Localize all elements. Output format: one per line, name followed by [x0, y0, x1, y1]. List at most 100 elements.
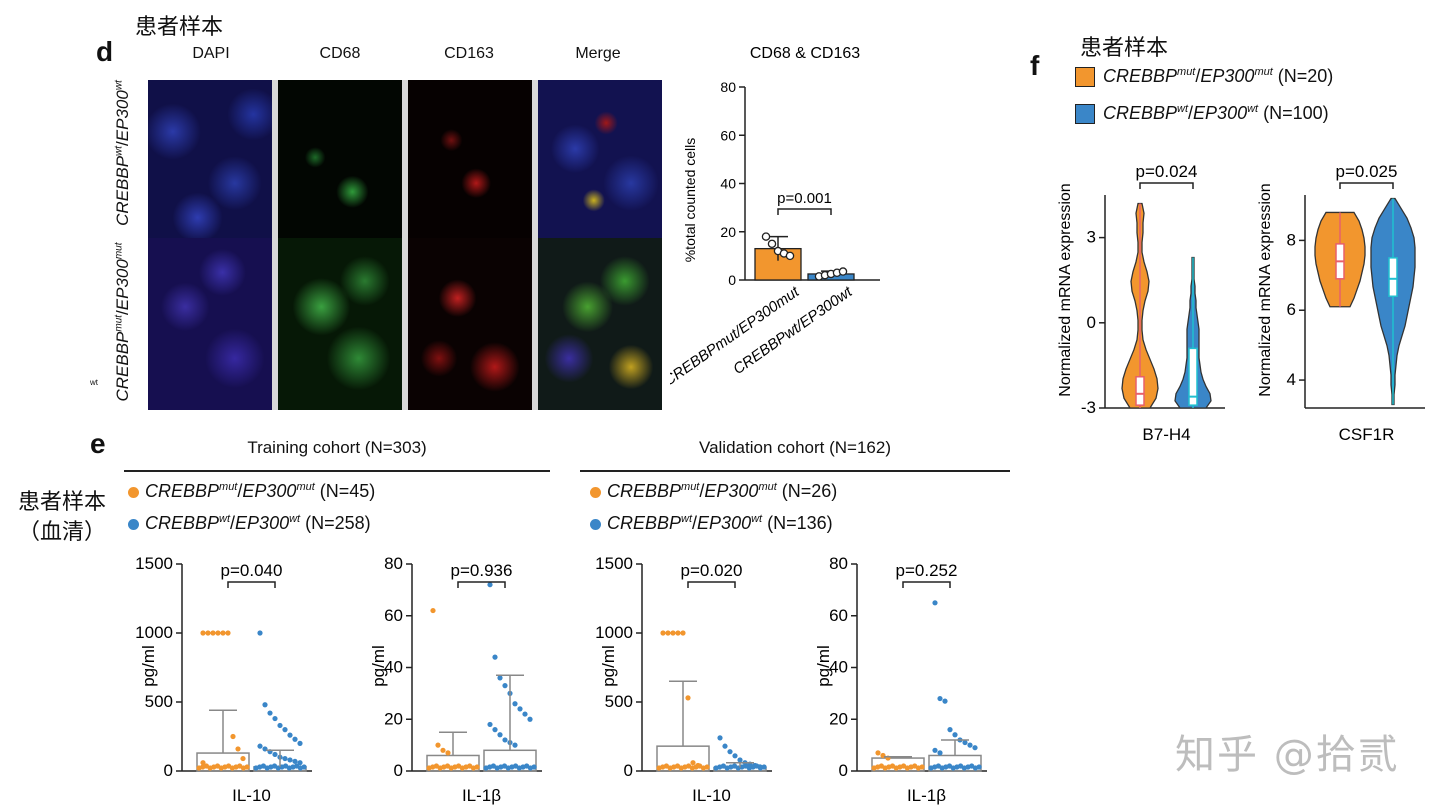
- data-point: [492, 654, 498, 660]
- annotation-serum: （血清）: [18, 520, 107, 545]
- data-point: [497, 732, 503, 738]
- data-point: [440, 747, 446, 753]
- data-point: [435, 742, 441, 748]
- chart-d-title: CD68 & CD163: [750, 45, 860, 62]
- chart-e-val-il10: pg/ml 0 500 1000 1500 p=0.020 IL-10: [595, 554, 772, 805]
- data-point: [732, 753, 738, 759]
- data-point: [937, 695, 943, 702]
- p-value-label: p=0.936: [451, 561, 513, 580]
- data-point: [522, 711, 528, 717]
- p-value-label: p=0.040: [221, 561, 283, 580]
- data-point: [838, 267, 848, 276]
- data-point: [967, 742, 973, 748]
- column-title-cd68: CD68: [319, 45, 361, 62]
- chart-f-b7h4: Normalized mRNA expression -3 0 3 p=0.024 B7…: [1057, 162, 1225, 444]
- data-point: [287, 757, 293, 763]
- p-value-label: p=0.252: [896, 561, 958, 580]
- legend-e-train-mut-dot: [128, 486, 139, 498]
- data-point: [205, 630, 211, 636]
- significance-bracket: [227, 581, 276, 588]
- legend-e-train-mut: CREBBPmut/EP300mut (N=45): [128, 481, 375, 502]
- chart-d-ylabel: %total counted cells: [682, 138, 698, 263]
- chart-e-val-il1b-ylabel: pg/ml: [814, 645, 833, 687]
- y-tick-label: 60: [720, 127, 736, 143]
- data-point: [220, 630, 226, 636]
- validation-cohort-title: Validation cohort (N=162): [699, 438, 891, 457]
- image-cd68-mut: [278, 238, 402, 410]
- p-value-label: p=0.001: [777, 190, 832, 207]
- column-title-dapi: DAPI: [192, 45, 230, 62]
- data-point-baseline: [704, 764, 710, 770]
- data-point: [527, 716, 533, 722]
- data-point: [502, 683, 508, 689]
- y-tick-label: 4: [1287, 370, 1296, 389]
- chart-f-csf1r-ylabel: Normalized mRNA expression: [1257, 183, 1274, 396]
- data-point-baseline: [761, 764, 767, 770]
- y-tick-label: 0: [728, 272, 736, 288]
- data-point: [670, 630, 676, 636]
- significance-bracket: [1339, 182, 1394, 189]
- y-tick-label: 1000: [595, 623, 633, 642]
- data-point: [502, 737, 508, 743]
- y-tick-label: 1500: [595, 554, 633, 573]
- x-axis-label: CSF1R: [1339, 425, 1395, 444]
- data-point: [761, 232, 771, 241]
- chart-e-train-il10: pg/ml 0 500 1000 1500 p=0.040 IL-10: [135, 554, 312, 805]
- data-point: [240, 755, 246, 762]
- data-point: [947, 727, 953, 733]
- data-point: [215, 630, 221, 636]
- data-point: [512, 701, 518, 707]
- data-point: [272, 751, 278, 758]
- significance-bracket: [457, 581, 506, 588]
- data-point-baseline: [244, 764, 250, 770]
- data-point: [257, 630, 263, 636]
- y-tick-label: -3: [1081, 398, 1096, 417]
- iqr-box: [1188, 347, 1198, 406]
- p-value-label: p=0.020: [681, 561, 743, 580]
- y-tick-label: 80: [384, 554, 403, 573]
- data-point: [225, 630, 231, 636]
- training-cohort-rule: [124, 470, 550, 472]
- y-tick-label: 40: [384, 658, 403, 677]
- legend-f-wt-swatch: [1075, 104, 1095, 125]
- chart-e-val-il10-ylabel: pg/ml: [599, 645, 618, 687]
- y-tick-label: 500: [145, 692, 173, 711]
- data-point: [200, 760, 206, 766]
- data-point: [445, 750, 451, 756]
- image-cd68-wt: [278, 80, 402, 252]
- bar-0: [656, 745, 710, 772]
- data-point: [257, 743, 263, 749]
- p-value-label: p=0.025: [1336, 162, 1398, 181]
- y-tick-label: 0: [624, 761, 633, 780]
- chart-e-train-il1b-ylabel: pg/ml: [369, 645, 388, 687]
- image-dapi-mut: [148, 238, 272, 410]
- chart-e-train-il10-ylabel: pg/ml: [139, 645, 158, 687]
- annotation-patient-sample-serum: 患者样本: [18, 490, 107, 515]
- panel-label-f: f: [1030, 50, 1040, 81]
- column-title-merge: Merge: [575, 45, 621, 62]
- data-point: [277, 722, 283, 729]
- microscopy-grid: [148, 80, 662, 410]
- validation-cohort-rule: [580, 470, 1010, 472]
- y-tick-label: 20: [829, 709, 848, 728]
- data-point: [210, 630, 216, 636]
- training-cohort-title: Training cohort (N=303): [247, 438, 427, 457]
- data-point: [292, 758, 298, 764]
- data-point: [737, 757, 743, 763]
- data-point: [932, 600, 938, 606]
- significance-bracket: [902, 581, 951, 588]
- y-tick-label: 80: [829, 554, 848, 573]
- data-point: [262, 702, 268, 708]
- data-point: [267, 710, 273, 716]
- data-point: [685, 695, 691, 701]
- y-tick-label: 0: [839, 761, 848, 780]
- image-cd163-wt: [408, 80, 532, 252]
- annotation-patient-sample-right: 患者样本: [1080, 36, 1169, 61]
- legend-f-mut-swatch: [1075, 67, 1095, 88]
- data-point: [297, 760, 303, 766]
- data-point: [962, 739, 968, 746]
- y-tick-label: 20: [720, 224, 736, 240]
- significance-bracket: [777, 208, 832, 215]
- x-axis-label: IL-10: [692, 786, 731, 805]
- data-point-baseline: [301, 764, 307, 770]
